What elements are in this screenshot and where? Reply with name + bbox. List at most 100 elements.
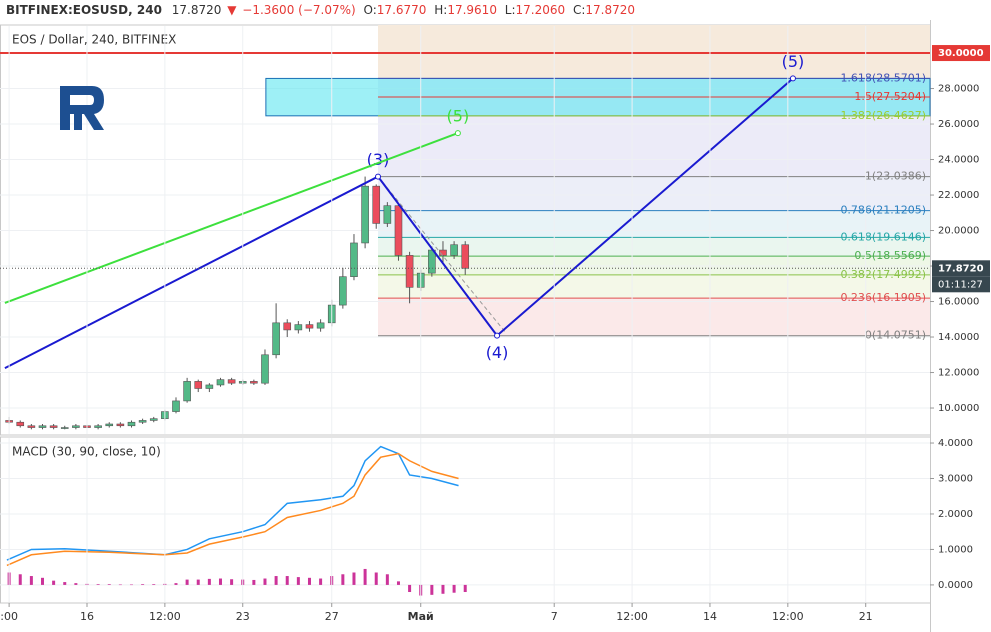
ohlc-value: 17.2060 [516, 3, 566, 17]
histogram-bar [29, 576, 33, 585]
y-tick-label: 3.0000 [938, 474, 973, 485]
x-tick-label: 12:00 [616, 610, 648, 623]
fib-band [378, 274, 930, 299]
price-tag-label: 30.0000 [938, 48, 984, 59]
candle-body [194, 381, 203, 389]
candle-body [339, 276, 347, 306]
histogram-bar [363, 568, 367, 585]
candle-body [27, 425, 36, 428]
fib-label: 0.786(21.1205) [840, 204, 926, 217]
ohlc-value: 17.9610 [447, 3, 497, 17]
histogram-bar [207, 578, 211, 585]
fib-label: 0.236(16.1905) [840, 291, 926, 304]
header: BITFINEX:EOSUSD, 240 17.8720 ▼ −1.3600 (… [6, 3, 635, 17]
histogram-bar [129, 584, 133, 586]
fib-label: 0.5(18.5569) [854, 249, 926, 262]
histogram-bar [263, 578, 267, 585]
histogram-bar [463, 584, 467, 593]
candle-body [372, 185, 381, 224]
candle-body [94, 425, 102, 428]
candle-body [216, 379, 225, 386]
candle-body [250, 381, 258, 384]
histogram-bar [40, 577, 44, 585]
indicator-title: MACD (30, 90, close, 10) [12, 445, 161, 459]
x-tick-label: :00 [0, 610, 18, 623]
wave-point [789, 75, 796, 82]
histogram-bar [152, 584, 156, 585]
histogram-bar [285, 576, 289, 585]
histogram-bar [118, 584, 122, 586]
price-tag [932, 45, 990, 62]
y-tick-label: 14.0000 [938, 332, 979, 343]
price-tag [932, 260, 990, 277]
ohlc-key: L: [505, 3, 516, 17]
histogram-bar [452, 584, 456, 593]
ohlc-key: H: [434, 3, 447, 17]
candle-body [461, 244, 470, 269]
x-tick-label: 27 [325, 610, 339, 623]
histogram-bar [274, 576, 278, 585]
candle-body [261, 354, 269, 384]
histogram-bar [296, 577, 300, 585]
y-tick-label: 20.0000 [938, 226, 979, 237]
histogram-bar [185, 579, 189, 585]
y-tick-label: 0.0000 [938, 580, 973, 591]
logo [60, 86, 104, 130]
histogram-bar [374, 572, 378, 585]
candle-body [205, 384, 214, 389]
candle-body [361, 185, 369, 244]
countdown: 01:11:27 [938, 279, 983, 290]
fib-band [378, 237, 930, 257]
fib-band [378, 210, 930, 238]
candle-body [394, 205, 403, 256]
fib-label: 1.5(27.5204) [854, 90, 926, 103]
y-tick-label: 22.0000 [938, 190, 979, 201]
candle-body [127, 421, 136, 427]
histogram-bar [341, 574, 345, 585]
candle-body [38, 425, 47, 428]
x-tick-label: 7 [551, 610, 558, 623]
histogram-bar [230, 579, 234, 585]
histogram-bar [352, 572, 356, 585]
candle-body [439, 249, 447, 256]
candle-body [138, 420, 147, 423]
wave-line [4, 132, 459, 304]
symbol: BITFINEX:EOSUSD, 240 [6, 3, 162, 17]
y-tick-label: 16.0000 [938, 297, 979, 308]
candle-body [383, 205, 392, 224]
wave-point [375, 173, 382, 180]
fib-band [378, 298, 930, 336]
y-tick-label: 28.0000 [938, 84, 979, 95]
candle-body [183, 381, 191, 402]
wave-label: (5) [447, 107, 470, 126]
candle-body [105, 423, 114, 427]
x-tick-label: 12:00 [149, 610, 181, 623]
candle-body [272, 322, 280, 356]
histogram-bar [63, 582, 67, 585]
wave-point [494, 332, 501, 339]
y-tick-label: 2.0000 [938, 509, 973, 520]
histogram-bar [174, 583, 178, 585]
histogram-bar [252, 579, 256, 585]
fib-label: 0.618(19.6146) [840, 230, 926, 243]
ohlc-key: O: [364, 3, 377, 17]
fib-band [378, 25, 930, 79]
logo-mark [60, 86, 104, 130]
chart-title: EOS / Dollar, 240, BITFINEX [12, 33, 176, 47]
ohlc-value: 17.6770 [377, 3, 427, 17]
countdown-tag [932, 276, 990, 293]
candle-body [283, 322, 292, 331]
candle-body [149, 418, 158, 421]
candle-body [350, 242, 358, 277]
candle-body [305, 324, 314, 329]
fib-label: 1(23.0386) [865, 170, 926, 183]
histogram-bar [218, 578, 222, 585]
candle-body [405, 255, 414, 288]
fib-band [378, 115, 930, 177]
macd-line [6, 452, 459, 567]
change: −1.3600 (−7.07%) [242, 3, 355, 17]
histogram-bar [96, 584, 100, 585]
candle-body [72, 425, 80, 428]
candle-body [60, 427, 69, 429]
